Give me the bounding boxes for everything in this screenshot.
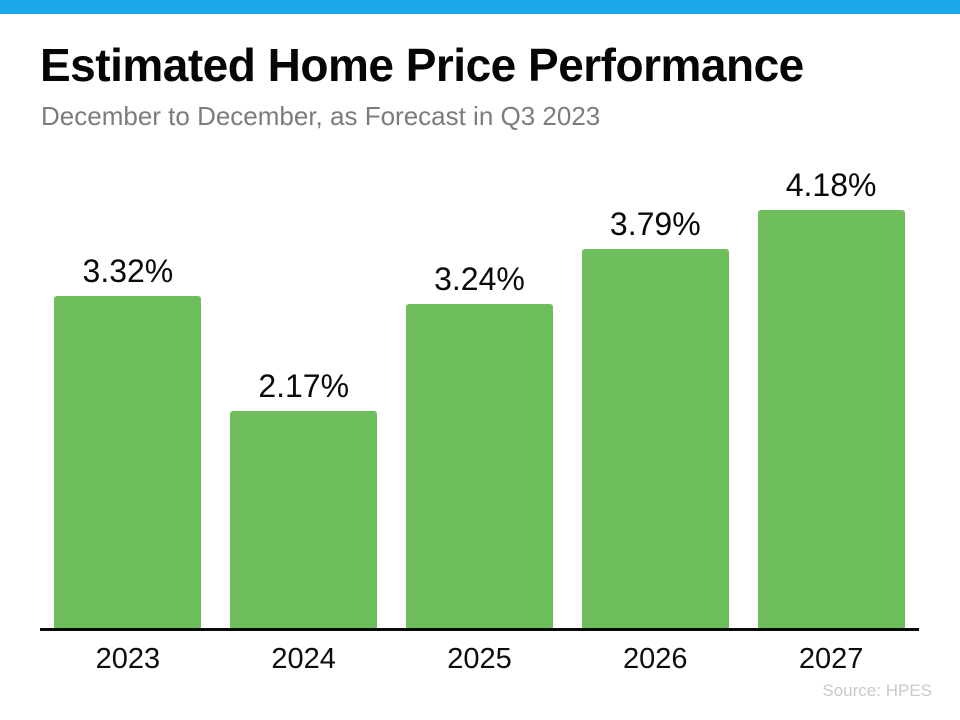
bar-2023	[54, 296, 202, 628]
bar-value-label: 3.32%	[82, 252, 174, 289]
bar-value-label: 2.17%	[258, 367, 350, 404]
bar-column-2023: 3.32%	[54, 252, 202, 628]
source-credit: Source: HPES	[822, 681, 932, 700]
page-subtitle: December to December, as Forecast in Q3 …	[41, 101, 601, 131]
bar-value-label: 4.18%	[785, 166, 877, 203]
x-axis-line	[40, 628, 919, 631]
bar-column-2027: 4.18%	[757, 166, 905, 628]
x-tick-label-2024: 2024	[271, 643, 336, 675]
x-tick-label-2027: 2027	[798, 643, 864, 675]
bar-column-2024: 2.17%	[230, 367, 378, 628]
bar-2026	[581, 249, 729, 628]
top-accent-bar	[0, 0, 960, 14]
x-tick-label-2026: 2026	[623, 643, 688, 675]
bar-2024	[230, 411, 378, 628]
bar-column-2026: 3.79%	[581, 205, 729, 628]
x-tick-label-2025: 2025	[447, 643, 512, 675]
plot-area: 3.32% 2.17% 3.24% 3.79% 4.18%	[40, 160, 919, 628]
bar-2027	[757, 210, 905, 628]
bar-value-label: 3.24%	[434, 260, 525, 297]
page-title: Estimated Home Price Performance	[40, 39, 804, 91]
bar-value-label: 3.79%	[609, 205, 701, 242]
bar-column-2025: 3.24%	[405, 260, 553, 628]
x-axis-labels: 2023 2024 2025 2026 2027	[40, 643, 919, 676]
bar-2025	[405, 304, 553, 628]
x-tick-label-2023: 2023	[95, 643, 161, 675]
